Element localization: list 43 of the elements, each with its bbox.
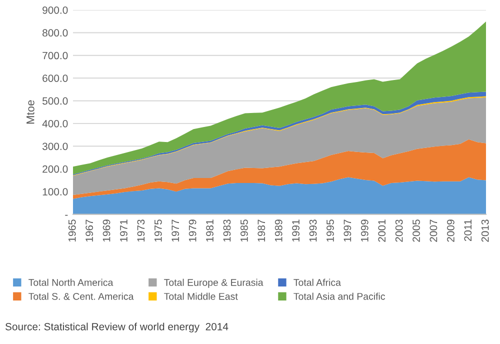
x-tick-label: 1977: [172, 220, 180, 242]
x-tick-label: 2009: [447, 220, 454, 242]
x-tick-label: 1985: [240, 220, 248, 242]
y-axis-title: Mtoe: [26, 100, 34, 124]
x-tick-label: 1991: [292, 220, 300, 242]
x-tick-label: 1987: [258, 220, 266, 242]
legend-label: Total Europe & Eurasia: [164, 278, 264, 288]
x-tick-label: 2005: [412, 220, 420, 242]
y-tick-label: -: [65, 214, 68, 216]
legend-label: Total Asia and Pacific: [294, 292, 386, 300]
y-tick-label: 100.0: [42, 188, 68, 196]
x-tick-label: 1979: [188, 220, 196, 242]
legend-label: Total S. & Cent. America: [28, 292, 134, 300]
x-tick-label: 1983: [223, 220, 231, 242]
y-tick-label: 800.0: [42, 29, 68, 37]
legend-label: Total Africa: [294, 278, 341, 286]
y-tick-label: 700.0: [42, 52, 68, 60]
x-tick-label: 1993: [309, 220, 317, 242]
x-tick-label: 2003: [395, 220, 403, 242]
x-tick-label: 1999: [360, 220, 368, 242]
legend-label: Total North America: [28, 278, 114, 286]
x-tick-label: 1981: [206, 220, 214, 242]
x-tick-label: 2011: [464, 220, 472, 242]
y-tick-label: 500.0: [42, 97, 68, 105]
y-tick-label: 900.0: [42, 6, 68, 14]
x-tick-label: 1971: [120, 220, 128, 242]
y-tick-label: 600.0: [42, 74, 68, 82]
x-tick-label: 1995: [326, 220, 334, 242]
x-tick-label: 1973: [137, 220, 145, 242]
y-tick-label: 300.0: [42, 142, 68, 150]
y-tick-label: 200.0: [42, 165, 68, 173]
x-tick-label: 1967: [86, 220, 94, 242]
x-tick-label: 1965: [68, 220, 76, 242]
x-tick-label: 1997: [344, 220, 352, 242]
legend-label: Total Middle East: [164, 292, 238, 300]
x-tick-label: 1969: [102, 220, 110, 242]
x-tick-label: 1975: [154, 220, 162, 242]
x-tick-label: 2001: [378, 220, 386, 242]
x-tick-label: 1989: [274, 220, 282, 242]
x-tick-label: 2007: [430, 220, 438, 242]
y-tick-label: 400.0: [42, 120, 68, 128]
source-note: Source: Statistical Review of world energy 2014: [5, 322, 228, 332]
x-tick-label: 2013: [481, 220, 489, 242]
